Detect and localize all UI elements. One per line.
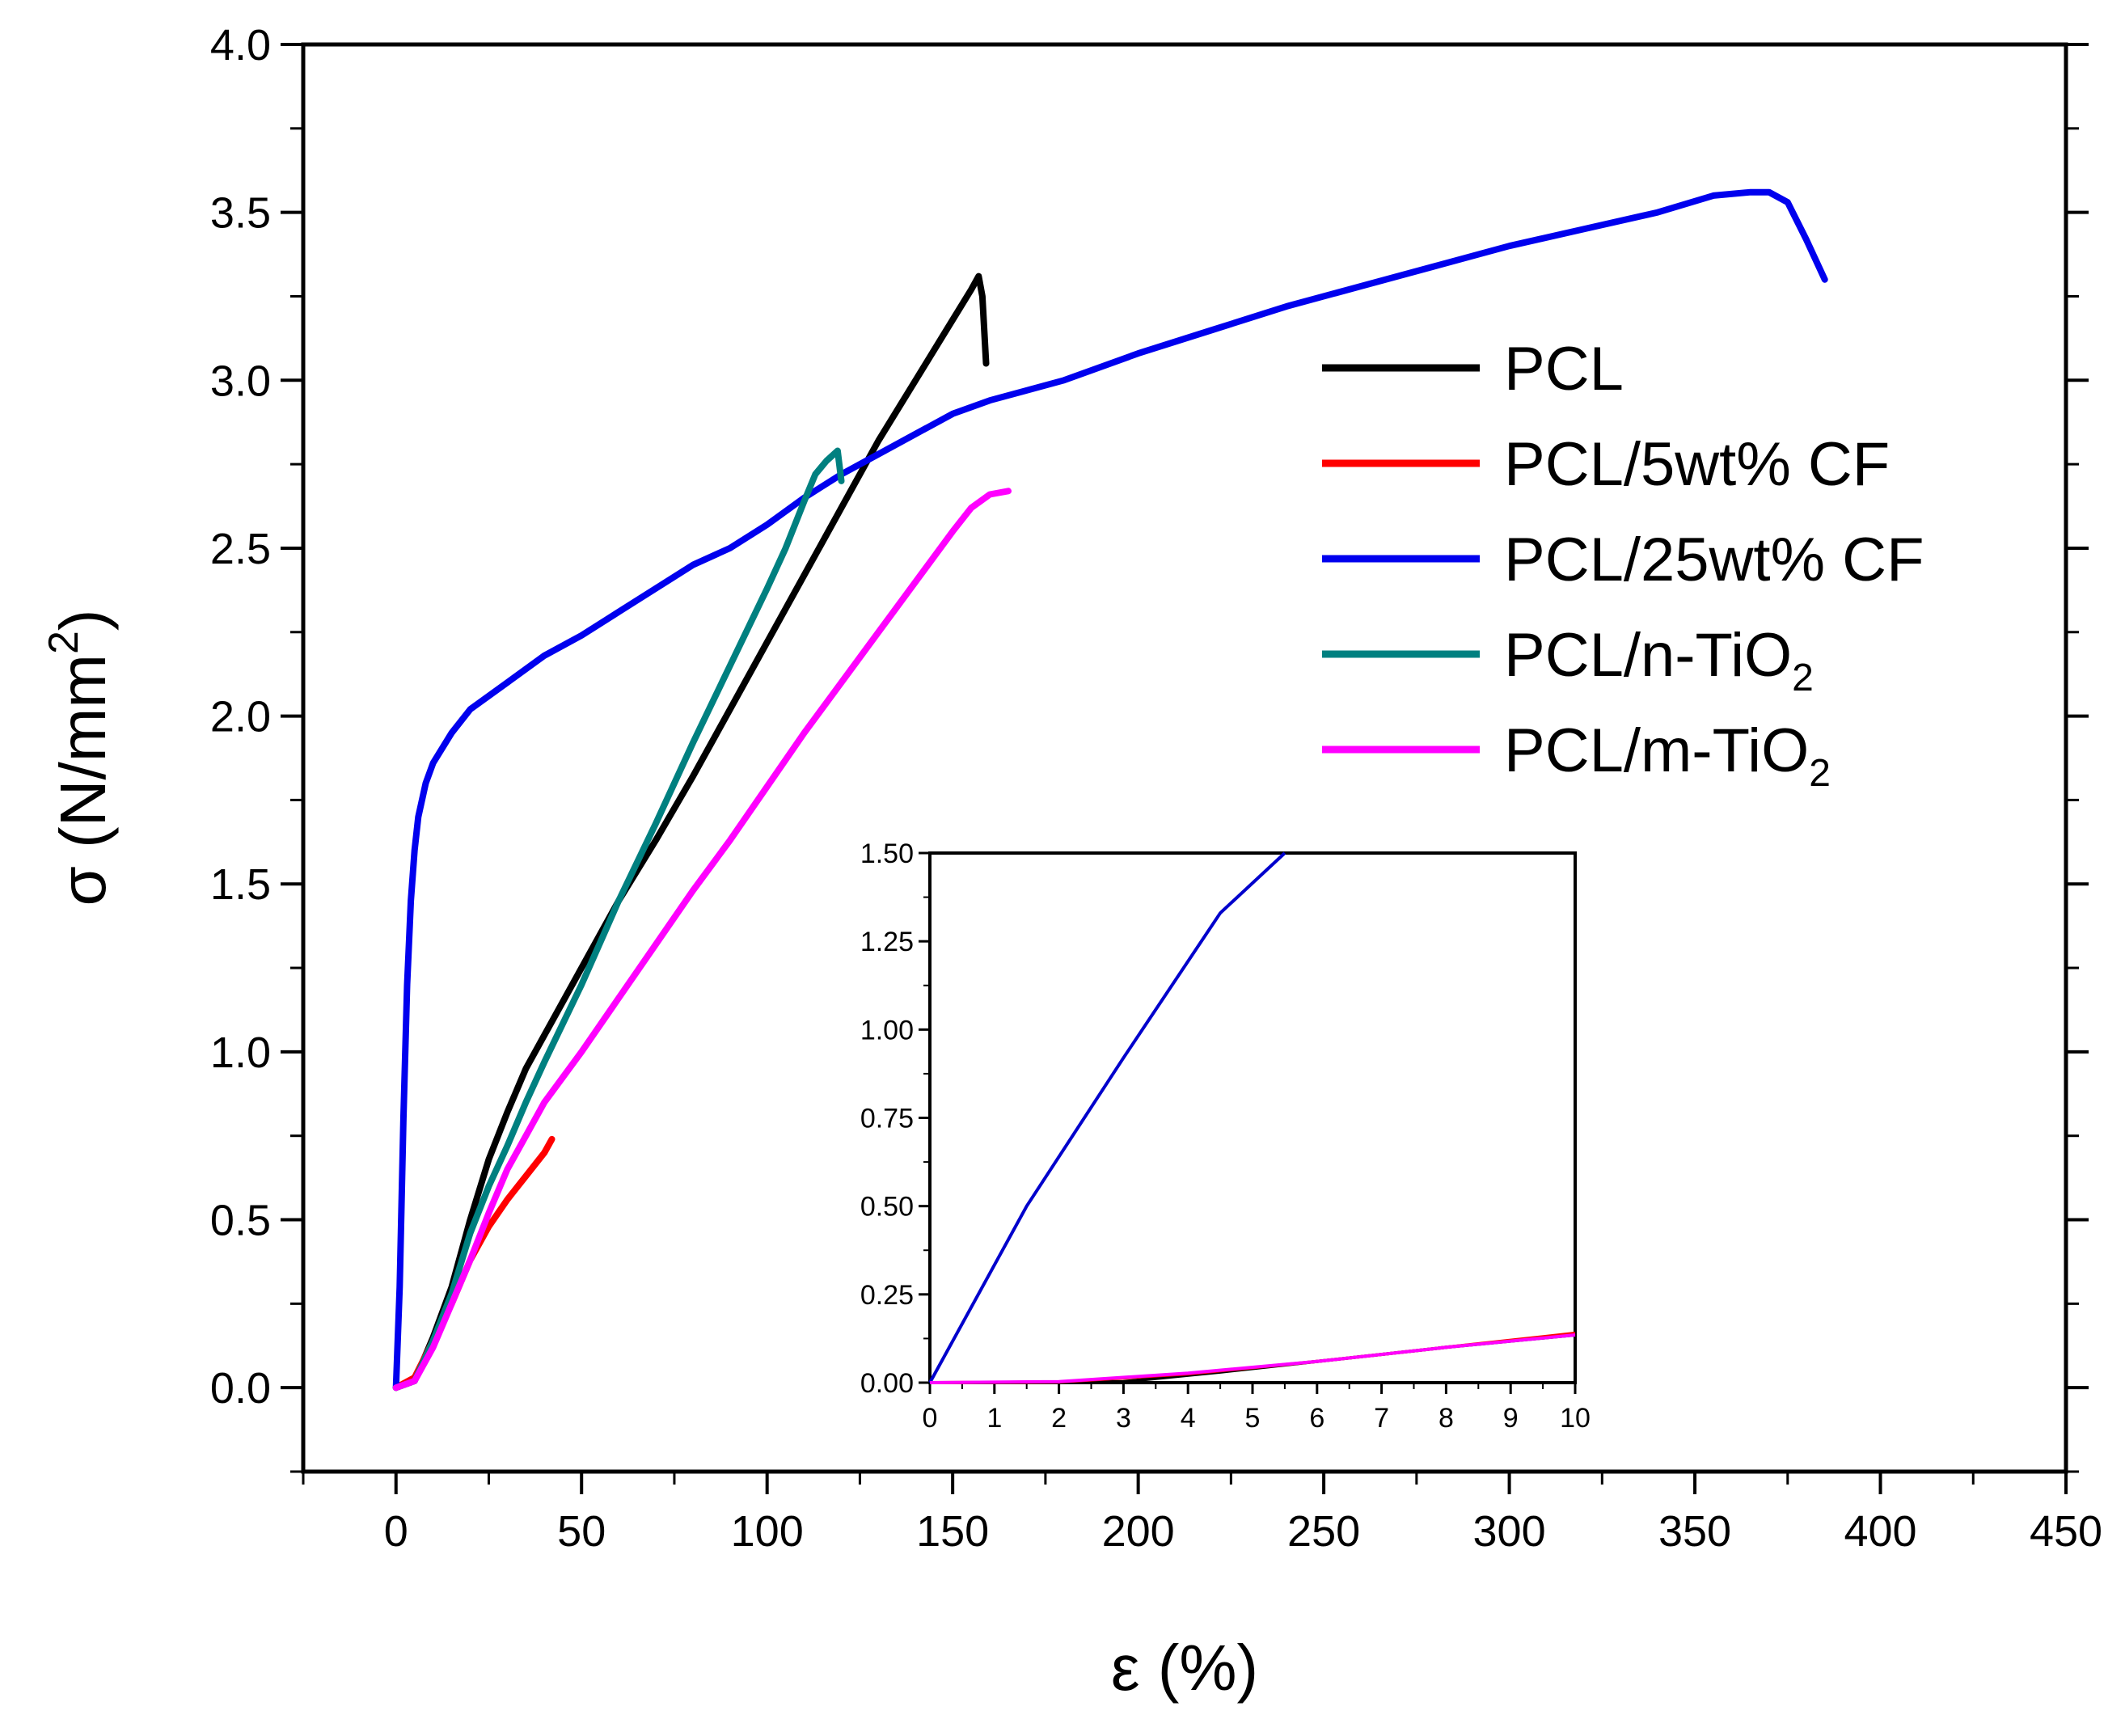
x-tick-label: 350 <box>1658 1507 1731 1556</box>
x-tick-label: 250 <box>1287 1507 1360 1556</box>
inset-x-tick-label: 7 <box>1374 1403 1389 1434</box>
legend-label-main: PCL/n-TiO <box>1504 621 1792 690</box>
x-axis-title: ε (%) <box>1111 1632 1258 1704</box>
inset-y-tick-label: 0.50 <box>860 1192 914 1223</box>
legend-label-main: PCL/m-TiO <box>1504 716 1809 785</box>
inset-y-tick-label: 0.00 <box>860 1368 914 1399</box>
y-tick-label: 0.5 <box>210 1197 271 1245</box>
legend-label-subscript: 2 <box>1792 657 1814 699</box>
y-axis-title: σ (N/mm2) <box>40 609 119 906</box>
series-line-pcl <box>392 272 990 1392</box>
inset-x-tick-label: 6 <box>1309 1403 1324 1434</box>
main-plot-frame <box>301 42 2068 1474</box>
legend-label-main: PCL/25wt% CF <box>1504 526 1924 594</box>
legend-label-pcl-m-tio2: PCL/m-TiO2 <box>1504 716 1831 795</box>
legend-label-pcl-n-tio2: PCL/n-TiO2 <box>1504 621 1814 699</box>
legend-label-pcl: PCL <box>1504 335 1624 403</box>
x-tick-label: 50 <box>557 1507 606 1556</box>
series-line-pcl-25wt-cf <box>392 188 1828 1392</box>
inset-plot-frame <box>928 851 1577 1384</box>
y-tick-label: 3.5 <box>210 189 271 238</box>
series-line-pcl-n-tio2 <box>392 447 845 1392</box>
x-tick-label: 0 <box>384 1507 408 1556</box>
y-tick-label: 2.0 <box>210 693 271 741</box>
y-tick-label: 1.5 <box>210 860 271 909</box>
series-line-pcl-5wt-cf <box>392 1135 556 1392</box>
inset-series-line-pcl-25wt-cf <box>928 851 1286 1383</box>
inset-x-tick-label: 10 <box>1560 1403 1591 1434</box>
x-tick-label: 200 <box>1102 1507 1175 1556</box>
y-axis-title-suffix: ) <box>47 609 119 631</box>
main-series <box>392 188 1828 1392</box>
inset-ticks: 0 1 2 3 4 5 6 7 8 9 10 0.00 0.25 0.50 0.75 1.00 1.25 1.50 <box>860 838 1591 1434</box>
y-tick-label: 0.0 <box>210 1364 271 1413</box>
legend-label-main: PCL/5wt% CF <box>1504 430 1890 499</box>
x-tick-label: 450 <box>2030 1507 2102 1556</box>
y-tick-label: 2.5 <box>210 525 271 573</box>
inset-x-tick-label: 0 <box>923 1403 938 1434</box>
y-tick-label: 3.0 <box>210 357 271 405</box>
inset-y-tick-label: 0.25 <box>860 1280 914 1311</box>
inset-chart: 0 1 2 3 4 5 6 7 8 9 10 0.00 0.25 0.50 0.75 1.00 1.25 1.50 <box>860 838 1591 1434</box>
y-tick-label: 4.0 <box>210 21 271 70</box>
inset-x-tick-label: 9 <box>1503 1403 1519 1434</box>
inset-x-tick-label: 1 <box>986 1403 1002 1434</box>
inset-x-tick-label: 3 <box>1116 1403 1131 1434</box>
x-tick-label: 400 <box>1844 1507 1916 1556</box>
inset-y-tick-label: 1.25 <box>860 927 914 957</box>
inset-x-tick-label: 5 <box>1245 1403 1261 1434</box>
main-ticks: 0 50 100 150 200 250 300 350 400 4500.00.51.01.52… <box>210 21 2102 1556</box>
inset-x-tick-label: 4 <box>1181 1403 1196 1434</box>
legend-label-pcl-5wt-cf: PCL/5wt% CF <box>1504 430 1890 499</box>
y-tick-label: 1.0 <box>210 1029 271 1077</box>
inset-series-line-pcl-m-tio2 <box>929 1333 1576 1384</box>
inset-y-tick-label: 1.00 <box>860 1015 914 1045</box>
inset-series <box>928 851 1576 1384</box>
inset-y-tick-label: 0.75 <box>860 1104 914 1134</box>
legend-label-pcl-25wt-cf: PCL/25wt% CF <box>1504 526 1924 594</box>
series-line-pcl-m-tio2 <box>392 488 1012 1392</box>
x-tick-label: 300 <box>1473 1507 1546 1556</box>
y-axis-title-main: σ (N/mm <box>47 654 119 906</box>
legend-label-subscript: 2 <box>1809 752 1831 795</box>
inset-x-tick-label: 8 <box>1438 1403 1454 1434</box>
legend-label-main: PCL <box>1504 335 1624 403</box>
x-tick-label: 150 <box>916 1507 989 1556</box>
y-axis-title-sup: 2 <box>40 631 87 654</box>
x-tick-label: 100 <box>731 1507 804 1556</box>
inset-x-tick-label: 2 <box>1051 1403 1067 1434</box>
inset-y-tick-label: 1.50 <box>860 838 914 869</box>
